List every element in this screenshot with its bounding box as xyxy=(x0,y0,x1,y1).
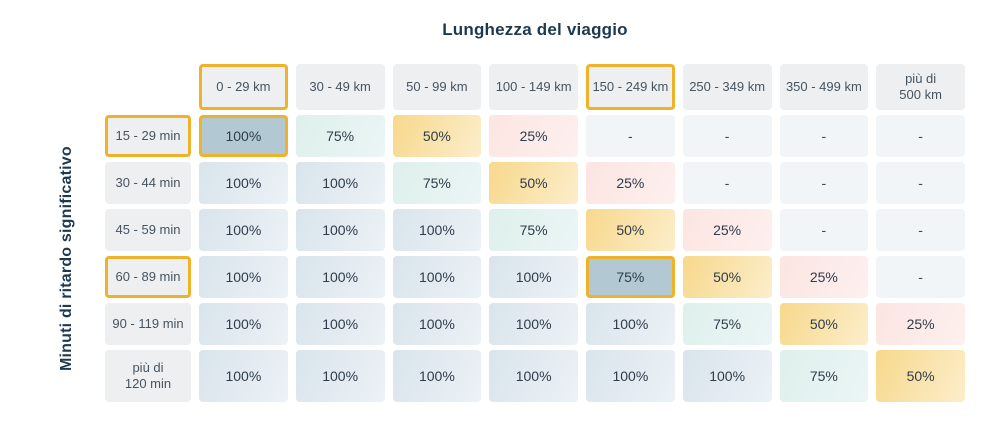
column-header: 100 - 149 km xyxy=(489,64,578,110)
row-header: più di 120 min xyxy=(105,350,191,402)
matrix-grid: 0 - 29 km 30 - 49 km 50 - 99 km 100 - 149 k… xyxy=(105,64,965,402)
matrix-cell: 100% xyxy=(295,162,385,204)
corner-spacer xyxy=(105,64,191,110)
matrix-cell: 25% xyxy=(779,256,869,298)
matrix-cell: 100% xyxy=(199,256,288,298)
matrix-cell: - xyxy=(876,256,965,298)
matrix-cell: - xyxy=(779,209,869,251)
matrix-cell: - xyxy=(876,115,965,157)
column-header: 50 - 99 km xyxy=(392,64,482,110)
matrix-cell: 100% xyxy=(295,303,385,345)
matrix-cell: 75% xyxy=(489,209,578,251)
matrix-cell: 100% xyxy=(199,303,288,345)
matrix-cell: 100% xyxy=(199,209,288,251)
row-header: 90 - 119 min xyxy=(105,303,191,345)
matrix-cell: 100% xyxy=(392,209,482,251)
matrix-cell: 100% xyxy=(392,350,482,402)
column-header: 150 - 249 km xyxy=(586,64,675,110)
matrix-cell: 25% xyxy=(586,162,675,204)
matrix-cell: 100% xyxy=(489,350,578,402)
matrix-cell: 50% xyxy=(876,350,965,402)
matrix-cell: 75% xyxy=(295,115,385,157)
matrix-cell: 100% xyxy=(295,209,385,251)
matrix-cell: - xyxy=(779,115,869,157)
matrix-cell: 100% xyxy=(586,350,675,402)
matrix-cell: 100% xyxy=(586,303,675,345)
matrix-cell: 100% xyxy=(392,256,482,298)
row-header: 60 - 89 min xyxy=(105,256,191,298)
matrix-cell: - xyxy=(586,115,675,157)
matrix-cell: 50% xyxy=(682,256,772,298)
matrix-cell: 100% xyxy=(295,256,385,298)
matrix-cell: 75% xyxy=(779,350,869,402)
matrix-cell: 100% xyxy=(199,115,288,157)
matrix-cell: 100% xyxy=(489,256,578,298)
row-header: 15 - 29 min xyxy=(105,115,191,157)
matrix-cell: 100% xyxy=(392,303,482,345)
column-header: 250 - 349 km xyxy=(682,64,772,110)
matrix-cell: 100% xyxy=(295,350,385,402)
matrix-cell: 50% xyxy=(392,115,482,157)
matrix-cell: 25% xyxy=(682,209,772,251)
matrix-cell: - xyxy=(876,162,965,204)
matrix-cell: 25% xyxy=(876,303,965,345)
matrix-cell: - xyxy=(682,115,772,157)
matrix-cell: - xyxy=(779,162,869,204)
matrix-cell: 50% xyxy=(586,209,675,251)
matrix-cell: 25% xyxy=(489,115,578,157)
chart-title: Lunghezza del viaggio xyxy=(442,20,628,39)
row-header: 30 - 44 min xyxy=(105,162,191,204)
matrix-cell: 75% xyxy=(586,256,675,298)
column-header: 0 - 29 km xyxy=(199,64,288,110)
matrix-cell: - xyxy=(876,209,965,251)
matrix-cell: 50% xyxy=(779,303,869,345)
column-header: 30 - 49 km xyxy=(295,64,385,110)
y-axis-label: Minuti di ritardo significativo xyxy=(58,146,75,372)
matrix-cell: 100% xyxy=(682,350,772,402)
column-header: 350 - 499 km xyxy=(779,64,869,110)
matrix-cell: 100% xyxy=(199,350,288,402)
matrix-cell: 100% xyxy=(199,162,288,204)
matrix-cell: - xyxy=(682,162,772,204)
matrix-cell: 75% xyxy=(392,162,482,204)
matrix-cell: 75% xyxy=(682,303,772,345)
matrix-cell: 100% xyxy=(489,303,578,345)
row-header: 45 - 59 min xyxy=(105,209,191,251)
column-header: più di 500 km xyxy=(876,64,965,110)
matrix-cell: 50% xyxy=(489,162,578,204)
